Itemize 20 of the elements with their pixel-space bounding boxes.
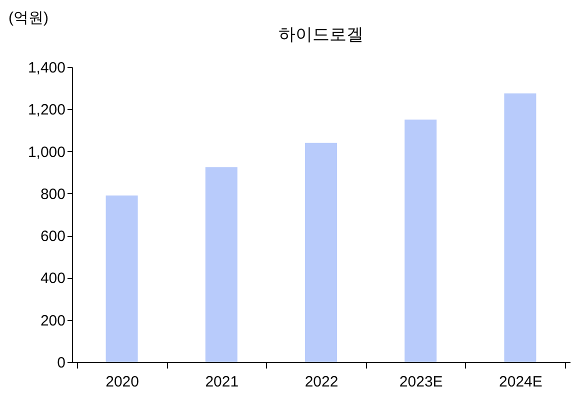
x-tick-label: 2020 — [106, 374, 139, 390]
y-tick-label: 1,000 — [28, 144, 66, 161]
y-tick-label: 600 — [40, 228, 66, 246]
x-tick-label: 2022 — [304, 374, 338, 390]
bar — [504, 93, 536, 362]
bar — [106, 196, 138, 362]
y-tick-label: 1,200 — [28, 102, 66, 119]
y-tick-label: 0 — [57, 354, 66, 372]
y-tick-label: 800 — [40, 186, 66, 203]
bar — [305, 142, 337, 362]
chart-title: 하이드로겔 — [278, 25, 364, 44]
y-tick-label: 200 — [40, 312, 66, 330]
y-tick-label: 1,400 — [28, 60, 66, 76]
bar — [404, 120, 437, 362]
bar — [205, 167, 238, 362]
x-tick-label: 2021 — [205, 374, 239, 390]
y-tick-label: 400 — [40, 270, 66, 288]
x-tick-label: 2023E — [399, 374, 443, 390]
x-tick-label: 2024E — [499, 374, 542, 390]
y-axis-title: (억원) — [8, 10, 48, 26]
